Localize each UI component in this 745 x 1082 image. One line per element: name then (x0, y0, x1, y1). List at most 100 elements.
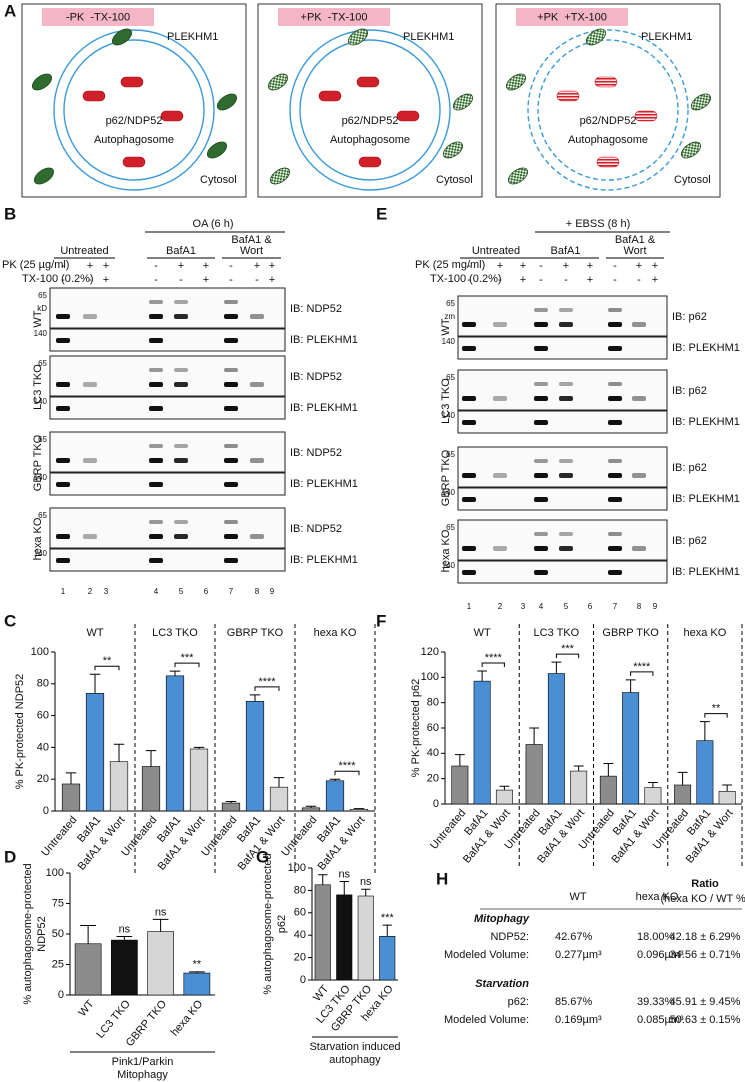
treatment-label: + EBSS (8 h) (566, 218, 631, 230)
annotation: *** (381, 912, 395, 924)
significance-bracket (704, 713, 728, 718)
ib-label: IB: p62 (672, 311, 707, 323)
blot-band (149, 300, 163, 304)
blot-band (534, 546, 548, 551)
y-tick-label: 80 (294, 884, 306, 896)
bar (221, 802, 241, 812)
plekhm1-protein (269, 167, 291, 185)
cargo-protein (120, 76, 144, 88)
blot-band (149, 520, 163, 524)
blot-image (49, 396, 286, 420)
y-tick-label: 0 (58, 989, 64, 1001)
x-axis-label: Mitophagy (117, 1069, 168, 1081)
lane-number: 2 (88, 587, 93, 596)
blot-band (534, 459, 548, 463)
blot-band (250, 458, 264, 463)
blot-band (493, 473, 507, 478)
cell-value: 42.67% (555, 931, 593, 943)
blot-band (559, 322, 573, 327)
blot-band (56, 406, 70, 411)
ib-label: IB: NDP52 (290, 447, 342, 459)
plekhm1-protein (452, 93, 474, 111)
blot-band (174, 520, 188, 524)
bar (570, 770, 588, 805)
plekhm1-protein (347, 28, 369, 46)
cell-value: 50.63 ± 0.15% (670, 1014, 741, 1026)
bar (141, 766, 161, 812)
row-label: Modeled Volume: (444, 1014, 529, 1026)
error-bar (454, 754, 465, 766)
condition-label: +PK -TX-100 (301, 11, 368, 23)
blot-image (49, 287, 286, 329)
pk-sign: - (61, 260, 65, 272)
annotation: ns (360, 876, 372, 888)
category-label: Untreated (39, 814, 79, 859)
category-label: WT (76, 998, 96, 1019)
blot-band (224, 534, 238, 539)
blot-band (56, 558, 70, 563)
cytosol-label: Cytosol (200, 174, 237, 186)
cargo-label: p62/NDP52 (342, 115, 399, 127)
blot-band (534, 532, 548, 536)
column-header: WT (569, 891, 586, 903)
plekhm1-protein (585, 28, 607, 46)
ib-label: IB: PLEKHM1 (672, 342, 740, 354)
y-tick-label: 100 (46, 867, 64, 879)
blot-band (493, 396, 507, 401)
membrane (299, 39, 441, 181)
lane-number: 1 (467, 602, 472, 611)
mw-marker: 140 (442, 337, 456, 346)
bar (109, 761, 129, 812)
y-tick-label: 100 (421, 671, 439, 683)
lane-number: 5 (179, 587, 184, 596)
error-bar (152, 918, 169, 932)
mw-marker: 140 (442, 561, 456, 570)
blot-band (608, 322, 622, 327)
cell-value: 34.56 ± 0.71% (670, 949, 741, 961)
membrane (289, 29, 451, 191)
y-tick-label: 20 (37, 773, 49, 785)
bar (495, 789, 513, 805)
bar (245, 700, 265, 812)
bar (189, 748, 209, 812)
membrane (53, 29, 215, 191)
y-tick-label: 60 (427, 722, 439, 734)
significance-bracket (254, 686, 280, 691)
section-title: Mitophagy (474, 913, 530, 925)
panel-label: E (376, 204, 387, 223)
blot-band (559, 308, 573, 312)
blot-band (250, 314, 264, 319)
pk-sign: - (229, 260, 233, 272)
x-axis-label: Pink1/Parkin (112, 1056, 174, 1068)
cargo-label: p62/NDP52 (580, 115, 637, 127)
group-label: Wort (623, 245, 646, 257)
ib-label: IB: PLEKHM1 (290, 554, 358, 566)
error-bar (603, 762, 614, 777)
blot-band (608, 497, 622, 502)
blot-band (250, 382, 264, 387)
blot-image (457, 336, 668, 360)
cargo-protein (122, 156, 146, 168)
y-tick-label: 0 (300, 974, 306, 986)
error-bar (305, 805, 317, 808)
blot-band (174, 314, 188, 319)
category-label: hexa KO (169, 998, 206, 1039)
cell-value: 45.91 ± 9.45% (670, 996, 741, 1008)
cell-value: 0.085µm³ (637, 1014, 684, 1026)
cargo-protein (356, 76, 380, 88)
error-bar (573, 765, 584, 772)
group-label: BafA1 (166, 245, 196, 257)
panel-label: H (436, 869, 448, 888)
condition-tag (42, 8, 154, 26)
mw-marker: 65 (38, 359, 47, 368)
mw-marker: 65 (38, 435, 47, 444)
cargo-protein (556, 90, 580, 102)
bar (269, 786, 289, 812)
blot-band (534, 473, 548, 478)
pk-sign: - (539, 260, 543, 272)
blot-band (559, 382, 573, 386)
significance-label: **** (485, 652, 503, 664)
cell-label: hexa KO (440, 529, 452, 572)
bar (183, 972, 211, 996)
panel-label: C (4, 611, 16, 630)
